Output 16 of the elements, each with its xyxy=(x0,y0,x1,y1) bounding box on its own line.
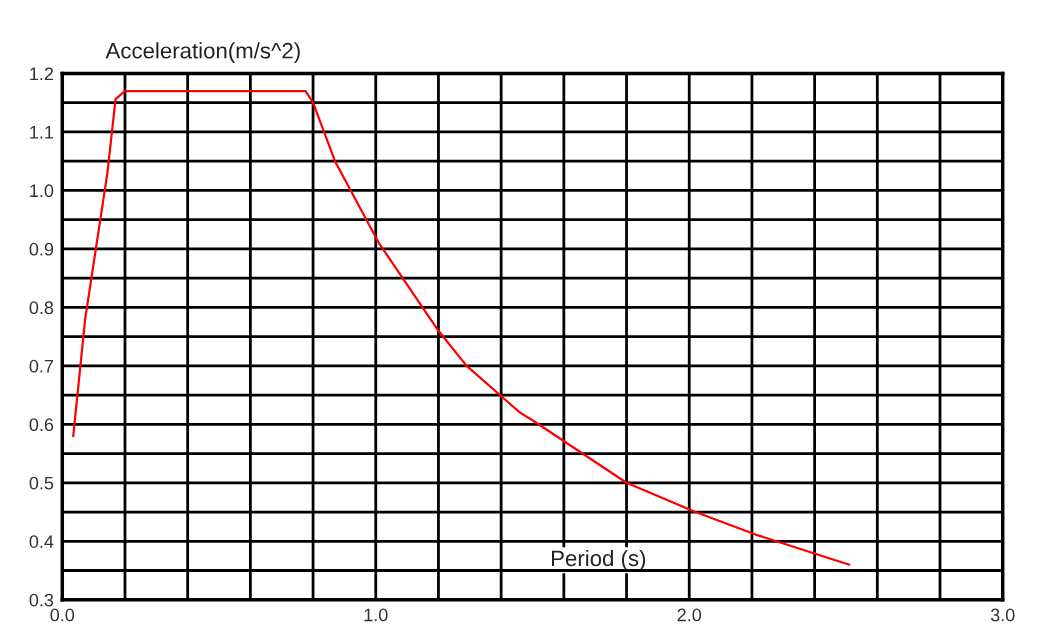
y-tick-label: 0.4 xyxy=(29,535,54,548)
y-tick-label: 1.1 xyxy=(30,126,54,139)
x-tick-label: 1.0 xyxy=(364,608,388,622)
y-tick-label: 1.2 xyxy=(30,67,54,81)
x-tick-label: 3.0 xyxy=(990,608,1015,622)
y-tick-label: 0.5 xyxy=(29,476,54,490)
x-axis-title: Period (s) xyxy=(551,549,646,571)
y-tick-label: 0.8 xyxy=(29,301,54,315)
y-tick-label: 0.3 xyxy=(29,593,54,607)
x-tick-label: 2.0 xyxy=(677,608,702,622)
y-axis-title: Acceleration(m/s^2) xyxy=(105,42,300,63)
y-tick-label: 1.0 xyxy=(30,184,54,198)
y-tick-label: 0.6 xyxy=(29,418,54,432)
y-tick-label: 0.9 xyxy=(29,242,54,256)
x-tick-label: 0.0 xyxy=(50,608,75,622)
y-tick-label: 0.7 xyxy=(29,359,54,373)
